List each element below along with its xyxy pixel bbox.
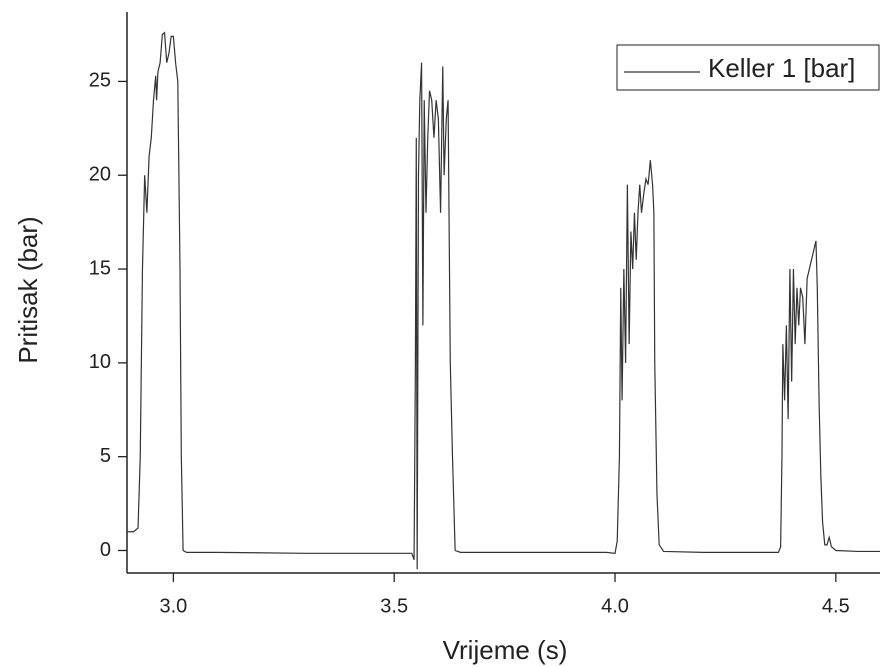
x-tick-label: 4.5 [822, 595, 850, 617]
y-axis-label: Pritisak (bar) [13, 216, 43, 363]
y-tick-label: 15 [89, 257, 111, 279]
line [127, 31, 880, 570]
y-tick-label: 25 [89, 70, 111, 92]
y-tick-label: 0 [100, 539, 111, 561]
y-tick-label: 20 [89, 164, 111, 186]
x-tick-label: 3.0 [159, 595, 187, 617]
legend-label: Keller 1 [bar] [708, 53, 855, 83]
x-tick-label: 3.5 [380, 595, 408, 617]
x-tick-label: 4.0 [601, 595, 629, 617]
legend-box [616, 44, 880, 91]
y-tick-label: 10 [89, 351, 111, 373]
x-axis-label: Vrijeme (s) [443, 635, 568, 665]
y-tick-label: 5 [100, 445, 111, 467]
